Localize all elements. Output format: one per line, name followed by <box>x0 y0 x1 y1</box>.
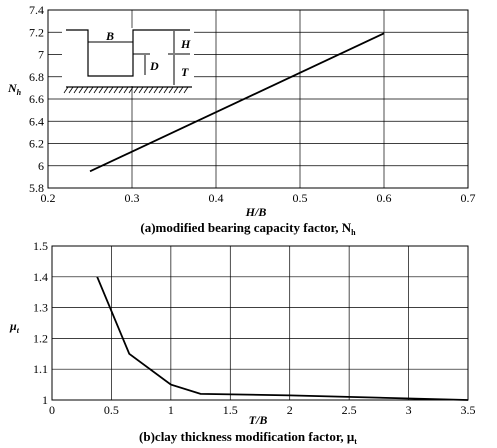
chart-b-y-tick-label: 1.4 <box>33 270 48 284</box>
inset-hatch-stroke <box>173 86 179 94</box>
chart-a-ticks: 0.2 0.3 0.4 0.5 0.6 0.7 5.8 6 6.2 6.4 6.6 6.8 7 7.2 7.… <box>29 3 476 205</box>
inset-hatch-stroke <box>158 86 164 94</box>
chart-b-x-tick-label: 1 <box>168 403 174 417</box>
inset-hatch-stroke <box>138 86 144 94</box>
inset-hatch-stroke <box>88 86 94 94</box>
chart-b-y-tick-label: 1.3 <box>33 301 48 315</box>
chart-b-y-tick-label: 1.1 <box>33 362 48 376</box>
chart-b-series-line <box>96 276 469 401</box>
inset-label-B: B <box>105 29 114 43</box>
chart-a-x-tick-label: 0.6 <box>377 191 392 205</box>
chart-b-caption-sub: t <box>354 437 357 446</box>
chart-a-frame <box>47 9 469 189</box>
chart-b-x-tick-label: 3.5 <box>461 403 476 417</box>
inset-hatch-stroke <box>163 86 169 94</box>
chart-a-x-axis-label: H/B <box>245 205 267 219</box>
inset-hatch-stroke <box>133 86 139 94</box>
inset-footing-outline <box>66 29 190 77</box>
chart-b-x-axis-label: T/B <box>249 413 268 427</box>
chart-a-caption: (a)modified bearing capacity factor, Nh <box>140 220 356 237</box>
inset-hatch-stroke <box>118 86 124 94</box>
inset-hatch-stroke <box>148 86 154 94</box>
chart-b-x-tick-label: 1.5 <box>223 403 238 417</box>
chart-a-y-tick-label: 6.4 <box>29 114 44 128</box>
chart-b-ticks: 0 0.5 1 1.5 2 2.5 3 3.5 1 1.1 1.2 1.3 1.4 1.5 <box>33 239 476 417</box>
inset-hatch-stroke <box>153 86 159 94</box>
chart-a: 0.2 0.3 0.4 0.5 0.6 0.7 5.8 6 6.2 6.4 6.6 6.8 7 7.2 7.… <box>7 3 476 237</box>
chart-a-x-tick-label: 0.7 <box>461 191 476 205</box>
chart-b-y-axis-label: μt <box>9 319 20 335</box>
chart-a-inset-diagram: B H D T <box>62 28 194 94</box>
chart-b-caption-main: (b)clay thickness modification factor, μ <box>139 429 355 444</box>
chart-b-x-tick-label: 3 <box>406 403 412 417</box>
inset-hatch-stroke <box>78 86 84 94</box>
inset-hatch-stroke <box>143 86 149 94</box>
inset-label-T: T <box>181 65 189 79</box>
inset-hatch-stroke <box>83 86 89 94</box>
chart-b: 0 0.5 1 1.5 2 2.5 3 3.511.11.21.31.41.5 μt T/B … <box>9 239 476 446</box>
inset-hatch-stroke <box>63 86 69 94</box>
chart-b-y-tick-label: 1.2 <box>33 331 48 345</box>
inset-hatch-stroke <box>178 86 184 94</box>
chart-b-x-tick-label: 0 <box>49 403 55 417</box>
chart-a-y-tick-label: 6 <box>38 159 44 173</box>
chart-a-y-axis-label-main: N <box>7 81 18 95</box>
chart-b-frame <box>51 245 469 401</box>
inset-hatch-stroke <box>183 86 189 94</box>
chart-b-grid <box>51 245 469 401</box>
inset-hatch-stroke <box>123 86 129 94</box>
inset-hatch-stroke <box>103 86 109 94</box>
chart-a-caption-sub: h <box>351 228 356 237</box>
inset-hatch-stroke <box>68 86 74 94</box>
chart-a-y-tick-label: 6.6 <box>29 92 44 106</box>
inset-label-H: H <box>180 37 191 51</box>
chart-a-y-tick-label: 7 <box>38 48 44 62</box>
inset-hatch <box>63 86 189 94</box>
inset-hatch-stroke <box>98 86 104 94</box>
chart-b-y-tick-label: 1.5 <box>33 239 48 253</box>
chart-b-y-tick-label: 1 <box>42 393 48 407</box>
chart-b-x-tick-label: 0.5 <box>104 403 119 417</box>
inset-hatch-stroke <box>73 86 79 94</box>
chart-b-x-tick-label: 2.5 <box>342 403 357 417</box>
inset-hatch-stroke <box>168 86 174 94</box>
chart-b-series <box>96 276 469 401</box>
chart-a-y-tick-label: 6.8 <box>29 70 44 84</box>
chart-b-x-tick-label: 2 <box>287 403 293 417</box>
chart-a-series <box>89 32 385 173</box>
inset-hatch-stroke <box>128 86 134 94</box>
chart-a-caption-main: (a)modified bearing capacity factor, N <box>140 220 351 235</box>
chart-a-x-tick-label: 0.5 <box>293 191 308 205</box>
chart-a-series-line <box>89 32 385 173</box>
chart-a-y-tick-label: 7.2 <box>29 25 44 39</box>
chart-a-y-tick-label: 7.4 <box>29 3 44 17</box>
chart-b-y-axis-label-main: μ <box>9 319 17 333</box>
chart-b-caption: (b)clay thickness modification factor, μ… <box>139 429 357 446</box>
chart-a-y-axis-label: Nh <box>7 81 22 97</box>
chart-a-x-tick-label: 0.3 <box>125 191 140 205</box>
chart-a-x-tick-label: 0.4 <box>209 191 224 205</box>
chart-b-y-axis-label-sub: t <box>17 326 20 335</box>
inset-hatch-stroke <box>113 86 119 94</box>
inset-label-D: D <box>149 59 159 73</box>
inset-hatch-stroke <box>93 86 99 94</box>
chart-a-x-tick-label: 0.2 <box>41 191 56 205</box>
chart-a-y-axis-label-sub: h <box>17 88 22 97</box>
chart-a-y-tick-label: 5.8 <box>29 181 44 195</box>
chart-a-y-tick-label: 6.2 <box>29 137 44 151</box>
inset-hatch-stroke <box>108 86 114 94</box>
